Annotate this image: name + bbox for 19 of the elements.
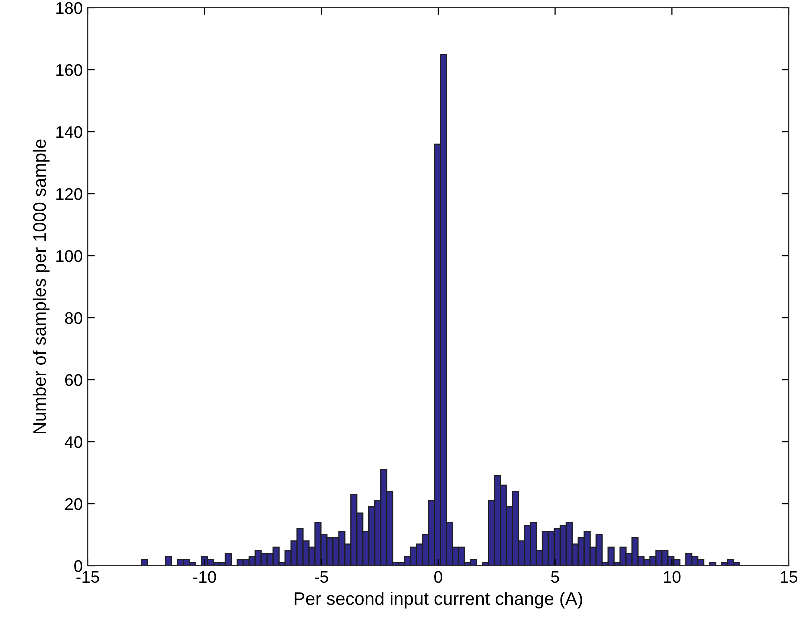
y-tick-label: 140 <box>56 126 82 138</box>
y-tick-label: 0 <box>74 560 82 572</box>
x-tick-label: 10 <box>664 571 681 584</box>
x-tick-label: 0 <box>434 571 442 584</box>
x-axis-title: Per second input current change (A) <box>294 592 582 609</box>
y-axis-title: Number of samples per 1000 sample <box>32 140 50 434</box>
y-tick-label: 80 <box>65 312 82 324</box>
y-tick-label: 40 <box>64 436 82 448</box>
x-tick-label: 5 <box>551 571 560 584</box>
y-tick-label: 180 <box>56 2 82 14</box>
y-tick-label: 100 <box>56 250 82 262</box>
x-tick-label: -5 <box>314 571 328 584</box>
x-tick-label: -15 <box>76 571 100 584</box>
y-tick-label: 20 <box>65 498 82 510</box>
x-tick-label: 15 <box>781 571 798 584</box>
y-tick-label: 160 <box>56 64 82 76</box>
y-tick-label: 60 <box>65 374 82 386</box>
x-tick-label: -10 <box>194 571 216 584</box>
y-tick-label: 120 <box>56 188 82 200</box>
